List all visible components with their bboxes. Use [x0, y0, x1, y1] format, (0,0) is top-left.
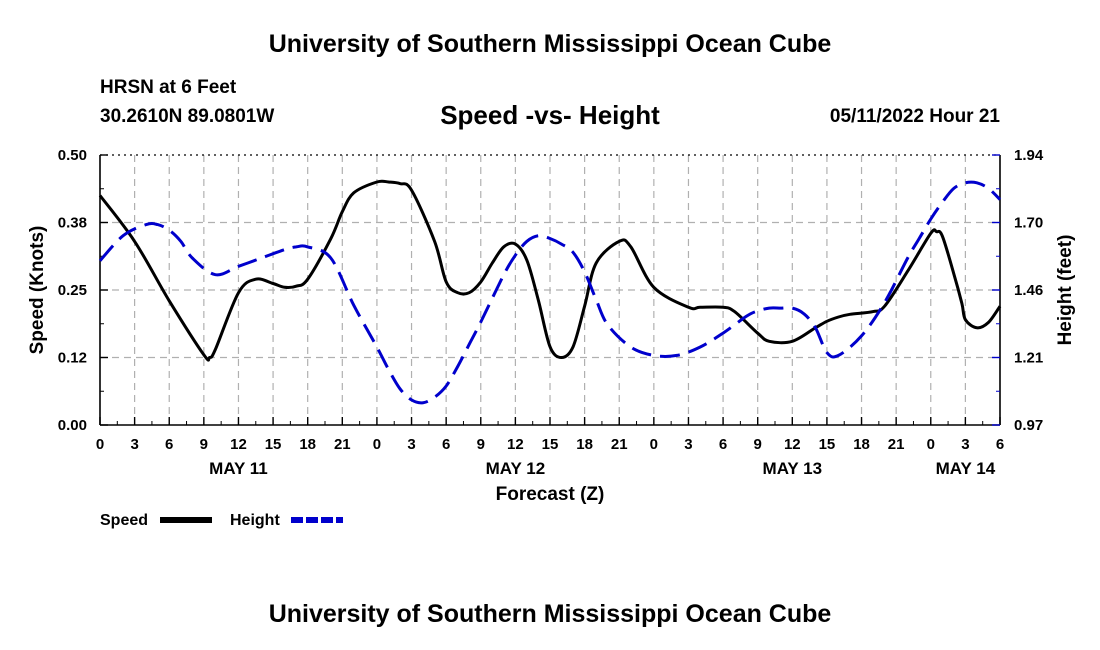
- y-right-tick-label: 1.21: [1014, 350, 1043, 367]
- x-tick-label: 9: [754, 436, 762, 453]
- x-tick-label: 12: [784, 436, 801, 453]
- chart-subtitle: Speed -vs- Height: [440, 100, 660, 130]
- y-right-tick-label: 1.70: [1014, 215, 1043, 232]
- x-tick-label: 18: [299, 436, 316, 453]
- x-tick-label: 0: [373, 436, 381, 453]
- legend-label-speed: Speed: [100, 512, 148, 529]
- day-label: MAY 11: [209, 459, 268, 478]
- x-tick-label: 21: [611, 436, 628, 453]
- x-tick-label: 12: [507, 436, 524, 453]
- x-tick-label: 15: [819, 436, 836, 453]
- y-right-tick-label: 1.94: [1014, 147, 1044, 164]
- x-tick-label: 0: [927, 436, 935, 453]
- y-left-axis-label: Speed (Knots): [27, 226, 48, 355]
- footer-title: University of Southern Mississippi Ocean…: [268, 600, 832, 628]
- x-tick-label: 6: [996, 436, 1004, 453]
- x-tick-label: 6: [719, 436, 727, 453]
- x-tick-label: 3: [684, 436, 692, 453]
- day-label: MAY 13: [763, 459, 823, 478]
- legend-label-height: Height: [230, 512, 280, 529]
- height-series-line: [98, 180, 1002, 405]
- x-tick-label: 9: [200, 436, 208, 453]
- forecast-datetime: 05/11/2022 Hour 21: [829, 106, 1000, 127]
- y-left-tick-label: 0.38: [58, 215, 87, 232]
- station-label: HRSN at 6 Feet: [100, 77, 237, 98]
- y-right-axis-label: Height (feet): [1055, 235, 1076, 346]
- x-tick-label: 3: [961, 436, 969, 453]
- x-tick-label: 0: [650, 436, 658, 453]
- x-tick-label: 3: [407, 436, 415, 453]
- x-tick-label: 0: [96, 436, 104, 453]
- y-left-tick-label: 0.12: [58, 350, 87, 367]
- y-left-tick-label: 0.25: [58, 282, 87, 299]
- speed-series-line: [98, 179, 1002, 362]
- y-right-tick-label: 0.97: [1014, 417, 1043, 434]
- x-tick-label: 12: [230, 436, 247, 453]
- x-tick-label: 9: [477, 436, 485, 453]
- x-tick-label: 18: [576, 436, 593, 453]
- x-tick-label: 15: [542, 436, 559, 453]
- x-tick-label: 18: [853, 436, 870, 453]
- station-coordinates: 30.2610N 89.0801W: [100, 106, 275, 127]
- x-axis-label: Forecast (Z): [496, 484, 605, 505]
- x-tick-label: 21: [888, 436, 905, 453]
- x-tick-label: 21: [334, 436, 351, 453]
- x-tick-label: 3: [130, 436, 138, 453]
- y-left-tick-label: 0.50: [58, 147, 87, 164]
- day-label: MAY 14: [936, 459, 996, 478]
- x-tick-label: 6: [442, 436, 450, 453]
- day-label: MAY 12: [486, 459, 546, 478]
- x-tick-label: 6: [165, 436, 173, 453]
- y-right-tick-label: 1.46: [1014, 282, 1043, 299]
- x-tick-label: 15: [265, 436, 282, 453]
- y-left-tick-label: 0.00: [58, 417, 87, 434]
- main-title: University of Southern Mississippi Ocean…: [268, 30, 832, 58]
